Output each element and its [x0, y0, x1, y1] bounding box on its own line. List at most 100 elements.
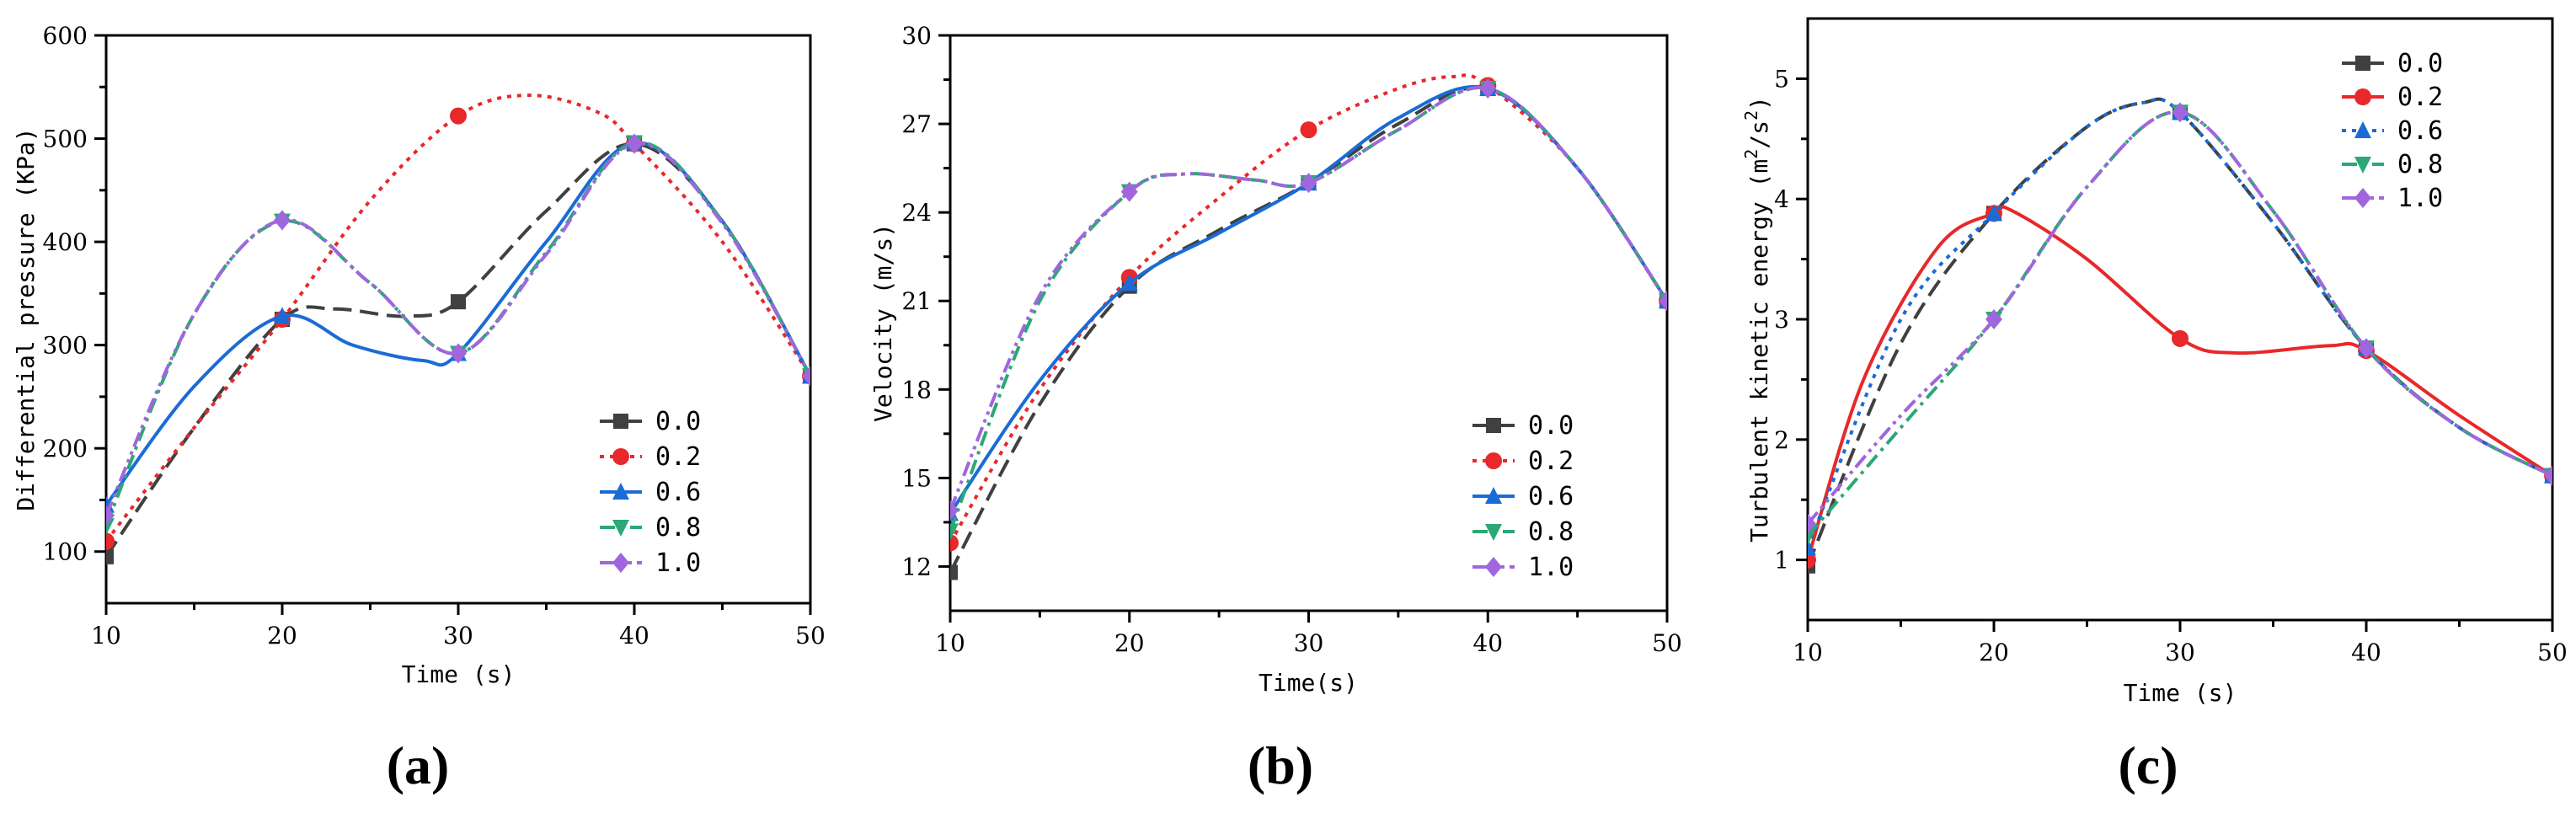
chart-c-legend-0.0-label: 0.0 [2397, 49, 2443, 78]
chart-b-legend-0.0-marker [1486, 418, 1501, 433]
chart-a-legend-0.2-label: 0.2 [655, 442, 701, 472]
chart-b-legend-1.0-marker [1485, 557, 1502, 577]
chart-a-ytick-label: 100 [43, 538, 88, 566]
chart-b-legend-0.6-marker [1485, 487, 1502, 504]
chart-a-legend-0.0-marker [613, 414, 628, 429]
chart-a-series-0.0-point [451, 294, 466, 310]
chart-a-series-0.2-point [106, 532, 115, 550]
chart-c-series-1.0-point [1808, 513, 1816, 534]
chart-b-legend-0.0-label: 0.0 [1528, 411, 1574, 441]
chart-b-series-0.2-point [950, 534, 959, 552]
chart-a-ytick-label: 300 [43, 332, 88, 360]
chart-a-series-1.0-point [450, 343, 467, 364]
chart-c-legend-0.8-label: 0.8 [2397, 150, 2443, 179]
chart-a-series-0.6-point [274, 307, 291, 324]
chart-c-series-0.8-point [1808, 528, 1816, 546]
chart-b-legend-0.6-label: 0.6 [1528, 482, 1574, 511]
chart-a-series-1.0-line [106, 142, 810, 516]
chart-b-ticks: 10 20 30 40 50 12 15 18 21 24 27 30 [901, 22, 1681, 657]
chart-a-series-0.2-line [106, 94, 810, 543]
chart-c: 10 20 30 40 50 1 2 3 4 5 0.0 0.2 0.6 0.8 1.0 Time (s)… [1741, 17, 2568, 795]
chart-a-ytick-label: 200 [43, 435, 88, 462]
chart-a-xtick-label: 30 [443, 622, 473, 650]
chart-c-panel-label: (c) [2118, 735, 2178, 795]
chart-a-legend-0.2-marker [612, 448, 629, 465]
chart-c-ylabel: Turbulent kinetic energy (m2/s2) [1741, 96, 1773, 543]
chart-b: 10 20 30 40 50 12 15 18 21 24 27 30 0.0 0.2 0.6 0.8 1.0… [869, 22, 1682, 795]
chart-b-series-0.2-point [1300, 121, 1317, 139]
chart-b-ytick-label: 30 [901, 22, 932, 50]
chart-a-legend-0.6-marker [612, 483, 629, 500]
chart-c-ytick-label: 1 [1774, 547, 1789, 575]
chart-c-series [1808, 97, 2552, 574]
chart-a-series-0.0-point [106, 548, 114, 564]
chart-a-ylabel: Differential pressure (KPa) [12, 127, 40, 511]
chart-a-legend-1.0-label: 1.0 [655, 548, 701, 578]
chart-b-series-0.8-point [950, 523, 959, 541]
chart-c-ytick-label: 4 [1774, 185, 1789, 213]
chart-c-series-0.2-point [1808, 551, 1816, 569]
chart-b-series-0.0-point [950, 564, 958, 580]
chart-a-series [106, 94, 810, 564]
chart-a-xtick-label: 40 [619, 622, 649, 650]
chart-b-xtick-label: 10 [935, 629, 965, 657]
chart-c-ytick-label: 3 [1774, 306, 1789, 334]
chart-a-xtick-label: 50 [795, 622, 826, 650]
chart-a-series-1.0-point [626, 133, 643, 154]
chart-b-panel-label: (b) [1248, 735, 1313, 795]
chart-a-ticks: 10 20 30 40 50 100 200 300 400 500 600 [43, 22, 826, 650]
chart-c-legend: 0.0 0.2 0.6 0.8 1.0 [2342, 49, 2443, 213]
chart-b-xlabel: Time(s) [1259, 669, 1358, 697]
chart-c-xtick-label: 50 [2537, 639, 2568, 666]
chart-c-legend-0.8-marker [2354, 157, 2371, 174]
chart-b-ytick-label: 27 [901, 110, 932, 138]
chart-a-panel-label: (a) [387, 735, 450, 795]
chart-b-series-1.0-point [1479, 78, 1497, 99]
chart-a-series-1.0-point [274, 210, 291, 231]
chart-c-legend-0.0-marker [2355, 56, 2370, 71]
chart-b-ytick-label: 12 [901, 553, 932, 580]
chart-c-series-0.6-point [1985, 204, 2002, 222]
chart-c-ytick-label: 5 [1774, 65, 1789, 93]
chart-c-ticks: 10 20 30 40 50 1 2 3 4 5 [1774, 65, 2568, 666]
chart-b-series-1.0-line [950, 86, 1667, 511]
chart-a-xtick-label: 10 [91, 622, 121, 650]
chart-a-series-1.0-point [106, 505, 115, 526]
chart-a-series-0.2-point [450, 107, 467, 125]
chart-b-legend-0.2-marker [1485, 452, 1502, 469]
chart-c-ytick-label: 2 [1774, 426, 1789, 454]
chart-b-xtick-label: 30 [1294, 629, 1324, 657]
chart-a-xlabel: Time (s) [402, 660, 516, 688]
chart-a-legend-0.8-label: 0.8 [655, 513, 701, 543]
chart-a-ytick-label: 600 [43, 22, 88, 50]
chart-c-series-0.0-line [1808, 97, 2552, 567]
chart-a-legend: 0.0 0.2 0.6 0.8 1.0 [600, 407, 701, 578]
chart-a-legend-0.6-label: 0.6 [655, 478, 701, 507]
chart-c-series-1.0-point [1985, 309, 2002, 329]
chart-c-xtick-label: 40 [2351, 639, 2381, 666]
chart-b-series-1.0-point [1300, 173, 1317, 194]
chart-b-ytick-label: 15 [901, 464, 932, 492]
chart-b-legend-0.8-label: 0.8 [1528, 517, 1574, 547]
chart-b-xtick-label: 50 [1652, 629, 1682, 657]
chart-c-series-1.0-point [2172, 102, 2189, 123]
chart-b-ytick-label: 21 [901, 287, 932, 315]
chart-a-ytick-label: 400 [43, 228, 88, 256]
chart-c-series-0.2-point [2172, 329, 2189, 347]
chart-b-series-1.0-point [1659, 291, 1667, 312]
chart-c-xtick-label: 10 [1793, 639, 1823, 666]
chart-b-ylabel: Velocity (m/s) [869, 223, 897, 422]
chart-a-legend-0.8-marker [612, 520, 629, 537]
chart-c-xtick-label: 30 [2165, 639, 2195, 666]
chart-a-legend-1.0-marker [612, 553, 629, 573]
chart-c-legend-1.0-label: 1.0 [2397, 184, 2443, 213]
chart-c-legend-0.2-label: 0.2 [2397, 83, 2443, 112]
chart-b-ytick-label: 18 [901, 376, 932, 404]
chart-a-series-1.0-point [802, 366, 810, 387]
chart-c-series-0.6-point [1808, 538, 1816, 556]
chart-b-series-0.6-point [1120, 274, 1138, 291]
chart-c-legend-0.2-marker [2354, 88, 2371, 105]
chart-b-ytick-label: 24 [901, 199, 932, 227]
